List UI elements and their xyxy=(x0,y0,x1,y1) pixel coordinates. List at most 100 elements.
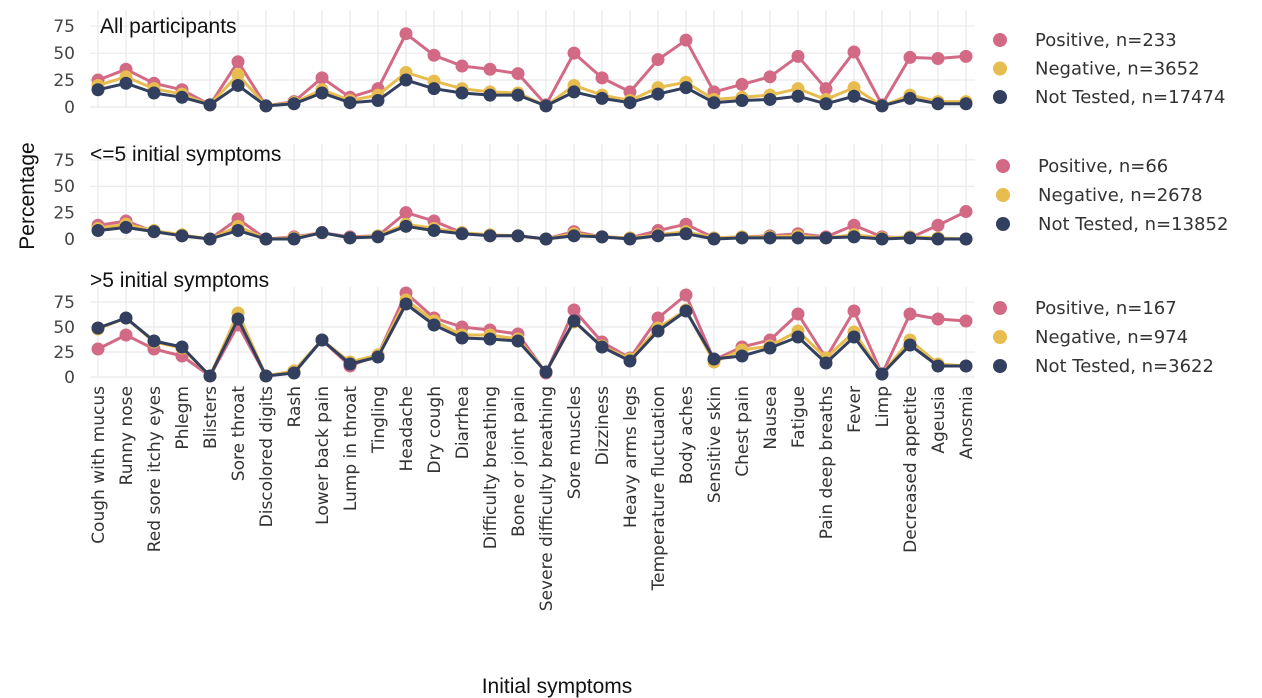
legend-marker xyxy=(996,188,1010,202)
data-point xyxy=(399,27,413,41)
y-axis-title: Percentage xyxy=(16,142,39,249)
legend-marker xyxy=(993,330,1007,344)
legend-label: Not Tested, n=3622 xyxy=(1035,356,1214,377)
x-tick-label: Blisters xyxy=(201,386,221,449)
data-point xyxy=(819,82,833,96)
data-point xyxy=(231,55,245,69)
data-point xyxy=(819,97,833,111)
x-tick-label: Fever xyxy=(845,386,865,433)
data-point xyxy=(287,232,301,246)
data-point xyxy=(959,314,973,328)
data-point xyxy=(903,91,917,105)
data-point xyxy=(707,352,721,366)
legend-label: Negative, n=3652 xyxy=(1035,59,1200,80)
y-tick-label: 50 xyxy=(53,44,75,64)
y-tick-label: 25 xyxy=(53,71,75,91)
data-point xyxy=(903,50,917,64)
legend-marker xyxy=(993,359,1007,373)
panel-title: All participants xyxy=(100,15,237,38)
data-point xyxy=(427,318,441,332)
x-tick-label: Pain deep breaths xyxy=(817,386,837,539)
data-point xyxy=(91,83,105,97)
data-point xyxy=(875,99,889,113)
data-point xyxy=(399,297,413,311)
data-point xyxy=(847,218,861,232)
data-point xyxy=(959,49,973,63)
data-point xyxy=(847,304,861,318)
data-point xyxy=(539,99,553,113)
data-point xyxy=(427,48,441,62)
data-point xyxy=(791,89,805,103)
data-point xyxy=(651,311,665,325)
data-point xyxy=(91,342,105,356)
data-point xyxy=(595,340,609,354)
y-tick-label: 25 xyxy=(53,204,75,224)
y-tick-label: 75 xyxy=(53,151,75,171)
data-point xyxy=(511,334,525,348)
data-point xyxy=(455,86,469,100)
legend-label: Not Tested, n=17474 xyxy=(1035,87,1225,108)
data-point xyxy=(651,324,665,338)
legend-label: Not Tested, n=13852 xyxy=(1038,214,1228,235)
legend-label: Positive, n=167 xyxy=(1035,298,1177,319)
data-point xyxy=(259,99,273,113)
data-point xyxy=(791,307,805,321)
data-point xyxy=(707,96,721,110)
data-point xyxy=(931,218,945,232)
x-tick-label: Lower back pain xyxy=(313,386,333,525)
data-point xyxy=(343,96,357,110)
data-point xyxy=(567,85,581,99)
x-tick-label: Heavy arms legs xyxy=(621,386,641,528)
data-point xyxy=(147,334,161,348)
data-point xyxy=(343,357,357,371)
data-point xyxy=(735,94,749,108)
data-point xyxy=(315,226,329,240)
data-point xyxy=(763,70,777,84)
data-point xyxy=(651,87,665,101)
data-point xyxy=(903,307,917,321)
x-tick-label: Phlegm xyxy=(173,386,193,450)
data-point xyxy=(679,227,693,241)
x-axis-title: Initial symptoms xyxy=(482,675,633,698)
data-point xyxy=(231,68,245,82)
y-tick-label: 75 xyxy=(53,293,75,313)
data-point xyxy=(455,331,469,345)
data-point xyxy=(483,332,497,346)
x-tick-label: Rash xyxy=(285,386,305,428)
y-tick-label: 50 xyxy=(53,177,75,197)
data-point xyxy=(763,231,777,245)
data-point xyxy=(735,231,749,245)
data-point xyxy=(931,97,945,111)
data-point xyxy=(707,232,721,246)
legend-marker xyxy=(993,301,1007,315)
data-point xyxy=(315,86,329,100)
series-line xyxy=(97,32,967,108)
y-tick-label: 50 xyxy=(53,318,75,338)
data-point xyxy=(539,232,553,246)
data-point xyxy=(175,340,189,354)
data-point xyxy=(595,230,609,244)
data-point xyxy=(287,97,301,111)
data-point xyxy=(427,82,441,96)
data-point xyxy=(399,219,413,233)
x-tick-label: Temperature fluctuation xyxy=(649,386,669,591)
y-tick-label: 0 xyxy=(64,368,75,388)
data-point xyxy=(791,330,805,344)
data-point xyxy=(119,76,133,90)
data-point xyxy=(679,33,693,47)
data-point xyxy=(147,86,161,100)
legend-marker xyxy=(993,61,1007,76)
legend-label: Positive, n=233 xyxy=(1035,30,1177,51)
y-tick-label: 0 xyxy=(64,230,75,250)
data-point xyxy=(511,229,525,243)
data-point xyxy=(679,81,693,95)
data-point xyxy=(539,365,553,379)
data-point xyxy=(175,90,189,104)
x-tick-label: Tingling xyxy=(369,386,389,454)
data-point xyxy=(847,45,861,59)
data-point xyxy=(119,220,133,234)
x-tick-label: Limp xyxy=(873,386,893,428)
x-tick-label: Ageusia xyxy=(929,386,949,454)
data-point xyxy=(203,369,217,383)
